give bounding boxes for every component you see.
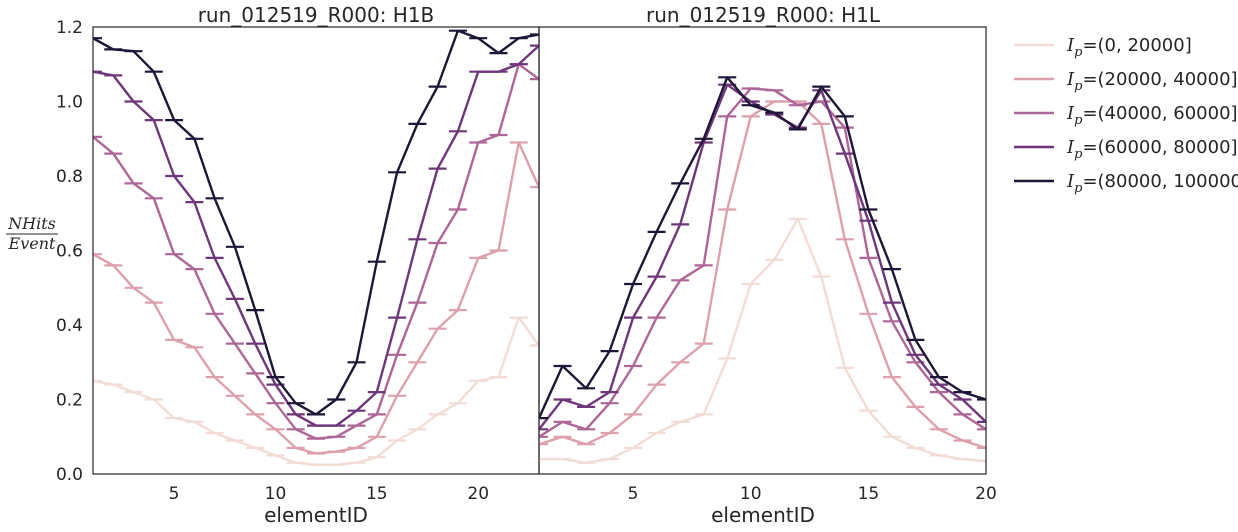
legend-label-1: Ip=(0, 20000] xyxy=(1066,35,1192,60)
y-tick-label: 0.6 xyxy=(56,242,83,262)
y-axis-label: NHits Event xyxy=(6,214,58,253)
y-axis-label-denominator: Event xyxy=(8,234,56,253)
y-tick-label: 0.8 xyxy=(56,167,83,187)
x-tick-label: 15 xyxy=(858,484,880,504)
x-tick-label: 5 xyxy=(628,484,639,504)
panel-title-h1b: run_012519_R000: H1B xyxy=(198,3,435,27)
panel-h1b-series xyxy=(93,29,539,466)
series-line-4 xyxy=(93,44,539,427)
panel-h1l-series xyxy=(539,76,986,464)
y-tick-label: 0.2 xyxy=(56,391,83,411)
series-line-2 xyxy=(93,141,539,455)
panel-h1l: run_012519_R000: H1L 5 10 15 20 elementID xyxy=(538,3,997,527)
panel-title-h1l: run_012519_R000: H1L xyxy=(646,3,881,27)
x-tick-label: 10 xyxy=(265,484,287,504)
y-axis-label-numerator: NHits xyxy=(7,214,56,233)
panel-h1b-frame xyxy=(92,26,540,475)
y-tick-label: 1.2 xyxy=(56,18,83,38)
series-line-5 xyxy=(539,76,986,419)
x-tick-label: 20 xyxy=(467,484,489,504)
series-line-2 xyxy=(539,100,986,450)
x-tick-label: 10 xyxy=(740,484,762,504)
legend-label-4: Ip=(60000, 80000] xyxy=(1066,137,1238,162)
legend-label-3: Ip=(40000, 60000] xyxy=(1066,103,1238,128)
x-tick-label: 20 xyxy=(975,484,997,504)
panel-h1l-x-axis-label: elementID xyxy=(711,503,815,527)
series-line-1 xyxy=(93,316,539,466)
legend: Ip=(0, 20000] Ip=(20000, 40000] Ip=(40000,… xyxy=(1014,35,1238,196)
panel-h1l-x-tick-labels: 5 10 15 20 xyxy=(628,484,997,504)
panel-h1b: run_012519_R000: H1B 5 10 15 20 0.00.20.40.… xyxy=(56,3,540,527)
series-line-1 xyxy=(539,217,986,464)
x-tick-label: 5 xyxy=(169,484,180,504)
y-tick-label: 1.0 xyxy=(56,93,83,113)
panel-h1b-y-tick-labels: 0.0 0.2 0.4 0.6 0.8 1.0 1.2 xyxy=(56,18,83,485)
panel-h1b-x-tick-labels: 5 10 15 20 xyxy=(169,484,489,504)
legend-label-2: Ip=(20000, 40000] xyxy=(1066,69,1238,94)
y-tick-label: 0.4 xyxy=(56,316,83,336)
legend-label-5: Ip=(80000, 100000] xyxy=(1066,171,1238,196)
x-tick-label: 15 xyxy=(366,484,388,504)
y-tick-label: 0.0 xyxy=(56,465,83,485)
panel-h1b-x-axis-label: elementID xyxy=(264,503,368,527)
panel-h1l-frame xyxy=(538,26,987,475)
series-line-4 xyxy=(539,83,986,431)
series-line-3 xyxy=(539,87,986,438)
